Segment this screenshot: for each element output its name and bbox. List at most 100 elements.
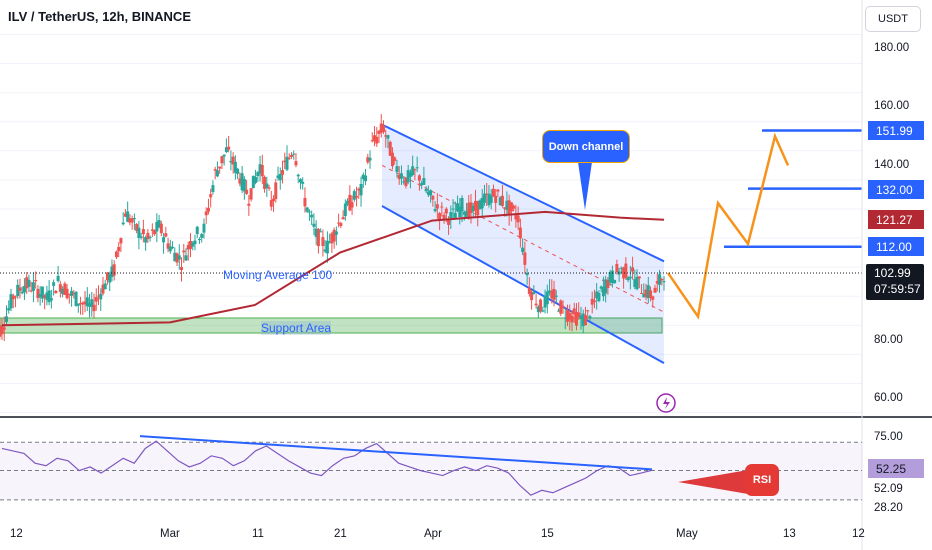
time-tick: 21 bbox=[334, 528, 347, 540]
candle-body bbox=[393, 157, 397, 161]
candle-body bbox=[49, 298, 53, 301]
price-tick: 160.00 bbox=[874, 100, 910, 112]
candle-body bbox=[294, 161, 298, 166]
candle-body bbox=[45, 292, 49, 300]
candle-body bbox=[110, 266, 114, 277]
candle-body bbox=[568, 312, 572, 320]
candle-body bbox=[390, 152, 394, 167]
candle-body bbox=[7, 308, 11, 311]
candle-body bbox=[314, 228, 318, 237]
candle-body bbox=[628, 276, 632, 279]
candle-body bbox=[601, 286, 605, 297]
candle-body bbox=[191, 242, 195, 247]
candle-body bbox=[361, 174, 365, 180]
candle-body bbox=[426, 191, 430, 195]
candle-body bbox=[429, 190, 433, 196]
price-tick: 60.00 bbox=[874, 392, 903, 404]
candle-body bbox=[487, 193, 491, 206]
candle-body bbox=[164, 233, 168, 237]
candle-body bbox=[332, 229, 336, 242]
rsi-tick: 52.09 bbox=[874, 483, 903, 495]
candle-body bbox=[63, 283, 67, 295]
candle-body bbox=[126, 211, 130, 222]
candle-body bbox=[482, 193, 486, 203]
candle-body bbox=[112, 264, 116, 276]
candle-body bbox=[74, 291, 78, 306]
candle-body bbox=[141, 228, 145, 235]
candle-body bbox=[249, 188, 253, 200]
candle-body bbox=[256, 172, 260, 177]
level-lines bbox=[724, 129, 862, 249]
candle-body bbox=[453, 212, 457, 218]
candle-body bbox=[644, 289, 648, 298]
candle-body bbox=[52, 282, 56, 286]
candle-body bbox=[534, 303, 538, 306]
time-tick: Mar bbox=[160, 528, 180, 540]
candle-body bbox=[557, 310, 561, 312]
candle-body bbox=[456, 203, 460, 212]
candle-body bbox=[350, 202, 354, 208]
candle-body bbox=[168, 246, 172, 252]
callout-pointer bbox=[578, 162, 592, 210]
candle-body bbox=[507, 200, 511, 216]
candle-body bbox=[624, 263, 628, 278]
candle-body bbox=[209, 194, 213, 198]
candle-body bbox=[144, 237, 148, 243]
candle-body bbox=[13, 296, 17, 298]
candle-body bbox=[339, 223, 343, 226]
candle-body bbox=[635, 276, 639, 290]
candle-body bbox=[166, 243, 170, 249]
candle-body bbox=[132, 218, 136, 220]
chart-title: ILV / TetherUS, 12h, BINANCE bbox=[8, 9, 191, 24]
candles-group bbox=[0, 114, 666, 341]
candle-body bbox=[337, 222, 341, 224]
price-tick: 180.00 bbox=[874, 42, 910, 54]
candle-body bbox=[366, 157, 370, 163]
time-tick: 11 bbox=[252, 528, 264, 540]
candle-body bbox=[460, 197, 464, 212]
candle-body bbox=[16, 284, 20, 297]
candle-body bbox=[413, 169, 417, 171]
candle-body bbox=[440, 206, 444, 208]
candle-body bbox=[548, 290, 552, 293]
currency-button[interactable]: USDT bbox=[865, 6, 921, 32]
lightning-glyph bbox=[663, 397, 670, 409]
candle-body bbox=[447, 219, 451, 225]
candle-body bbox=[570, 315, 574, 323]
candle-body bbox=[274, 182, 278, 200]
candle-body bbox=[397, 174, 401, 180]
current-price: 102.99 bbox=[874, 266, 911, 280]
candle-body bbox=[406, 170, 410, 183]
candle-body bbox=[480, 197, 484, 209]
candle-body bbox=[631, 267, 635, 272]
candle-body bbox=[292, 153, 296, 155]
rsi-tick: 75.00 bbox=[874, 431, 903, 443]
candle-body bbox=[231, 156, 235, 165]
candle-body bbox=[85, 297, 89, 307]
candle-body bbox=[651, 296, 655, 300]
candle-body bbox=[523, 252, 527, 265]
candle-body bbox=[245, 189, 249, 194]
candle-body bbox=[516, 215, 520, 223]
candle-body bbox=[662, 281, 666, 283]
candle-body bbox=[240, 173, 244, 191]
candle-body bbox=[236, 168, 240, 174]
candle-body bbox=[9, 294, 13, 309]
candle-body bbox=[583, 315, 587, 326]
candle-body bbox=[34, 280, 38, 282]
candle-body bbox=[465, 211, 469, 217]
candle-body bbox=[103, 283, 107, 290]
candle-body bbox=[323, 249, 327, 252]
rsi-line bbox=[1, 440, 653, 496]
candle-body bbox=[386, 135, 390, 139]
candle-body bbox=[321, 237, 325, 246]
candle-body bbox=[43, 295, 47, 298]
candle-body bbox=[536, 306, 540, 313]
candle-body bbox=[597, 293, 601, 302]
candle-body bbox=[72, 293, 76, 295]
candle-body bbox=[117, 247, 121, 252]
candle-body bbox=[610, 270, 614, 284]
candle-body bbox=[146, 232, 150, 240]
candle-body bbox=[121, 222, 125, 225]
